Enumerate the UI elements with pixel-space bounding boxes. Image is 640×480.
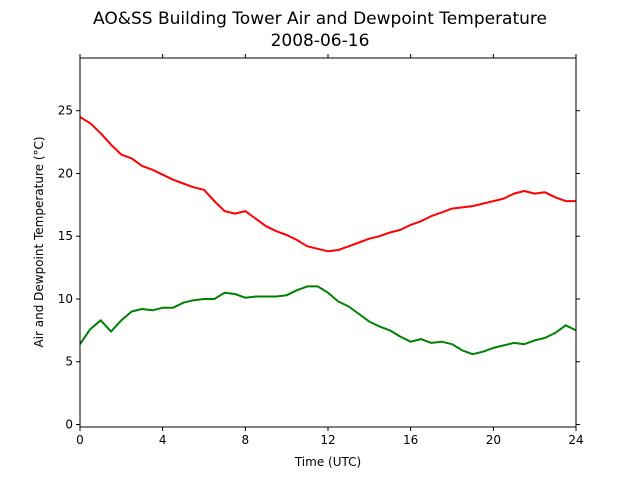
y-tick-label: 25 [58, 104, 73, 118]
series-line-0 [79, 116, 576, 253]
x-tick-label: 0 [76, 433, 84, 447]
x-tick-label: 8 [242, 433, 250, 447]
y-tick-label: 5 [65, 355, 73, 369]
series-line-1 [79, 285, 577, 356]
series-lines [79, 116, 577, 356]
x-tick-label: 4 [159, 433, 167, 447]
x-tick-label: 16 [403, 433, 418, 447]
y-tick-label: 10 [58, 292, 73, 306]
axis-ticks: 0 4 8 12 16 20 24 0 5 10 15 20 25 [58, 54, 584, 447]
chart-title: AO&SS Building Tower Air and Dewpoint Te… [93, 9, 547, 29]
x-tick-label: 12 [320, 433, 335, 447]
x-axis-label: Time (UTC) [294, 455, 361, 469]
plot-frame [79, 57, 577, 428]
x-tick-label: 24 [568, 433, 583, 447]
y-axis-label: Air and Dewpoint Temperature (°C) [32, 136, 46, 347]
y-tick-label: 15 [58, 229, 73, 243]
chart-subtitle: 2008-06-16 [271, 31, 370, 51]
x-tick-label: 20 [486, 433, 501, 447]
y-tick-label: 0 [65, 417, 73, 431]
y-tick-label: 20 [58, 166, 73, 180]
